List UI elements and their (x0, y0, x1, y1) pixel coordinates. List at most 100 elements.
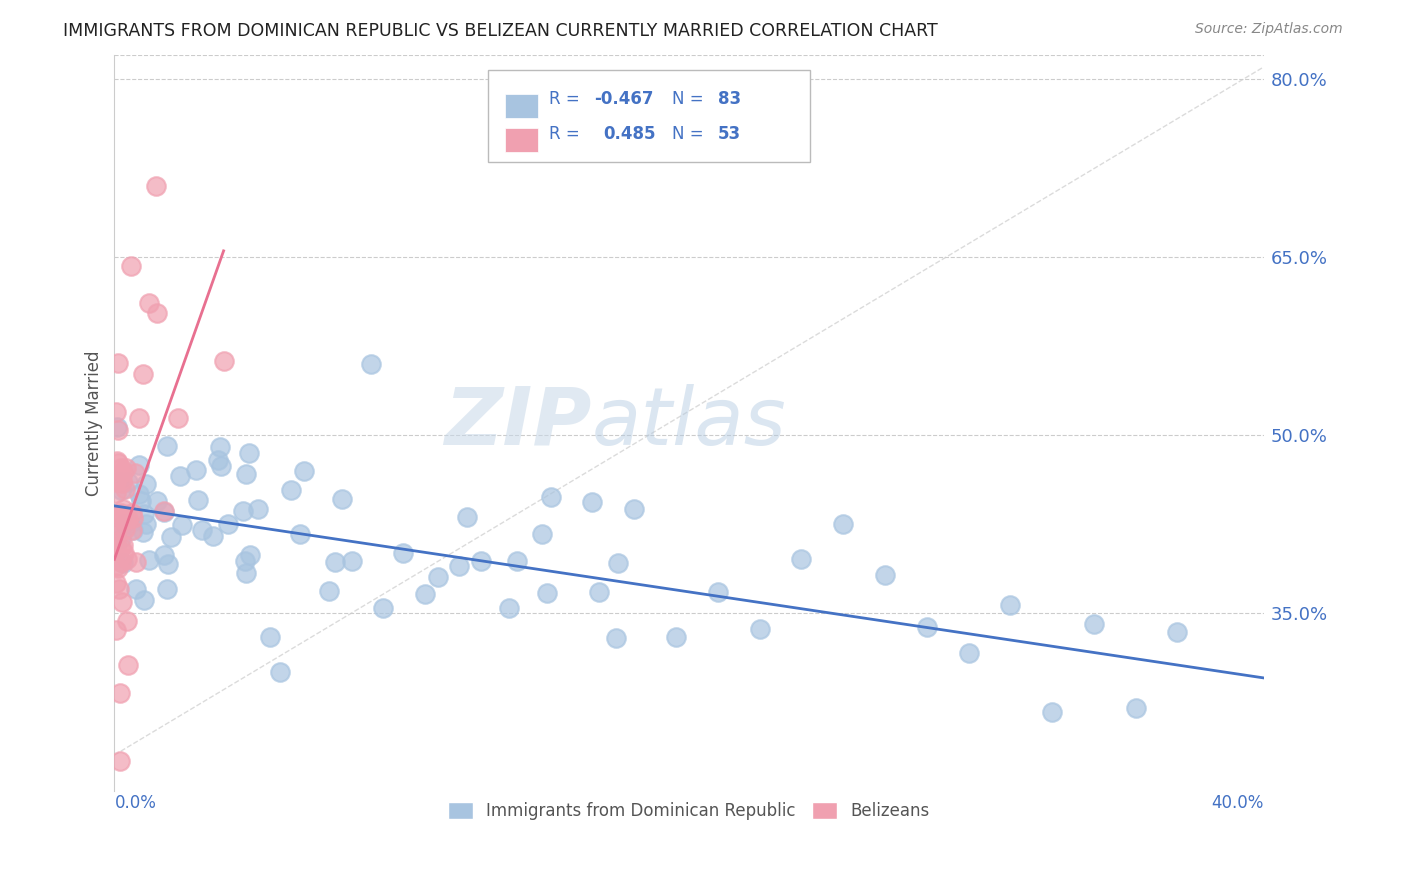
Point (111, 465, 134, 479)
Point (318, 584, 340, 599)
Point (121, 506, 143, 520)
Text: 53: 53 (718, 125, 741, 143)
Point (145, 178, 167, 193)
Point (605, 632, 627, 646)
Point (104, 486, 127, 500)
Point (124, 466, 146, 480)
Point (170, 518, 193, 533)
Point (128, 410, 150, 425)
Point (707, 585, 730, 599)
Text: atlas: atlas (592, 384, 786, 462)
Point (232, 504, 254, 518)
Point (873, 567, 896, 582)
Point (112, 538, 135, 552)
Point (107, 561, 129, 575)
Point (104, 559, 127, 574)
Point (153, 549, 176, 563)
Point (292, 464, 315, 478)
Point (114, 522, 136, 536)
Point (128, 487, 150, 501)
Point (107, 456, 129, 470)
Point (122, 523, 145, 537)
Point (128, 458, 150, 472)
Text: IMMIGRANTS FROM DOMINICAN REPUBLIC VS BELIZEAN CURRENTLY MARRIED CORRELATION CHA: IMMIGRANTS FROM DOMINICAN REPUBLIC VS BE… (63, 22, 938, 40)
Point (606, 556, 628, 570)
Legend: Immigrants from Dominican Republic, Belizeans: Immigrants from Dominican Republic, Beli… (441, 795, 936, 826)
Point (112, 502, 135, 516)
Point (1083, 616, 1105, 631)
Point (104, 541, 127, 555)
Point (259, 630, 281, 644)
Point (1166, 624, 1188, 639)
Point (187, 492, 209, 507)
Point (117, 657, 139, 672)
Point (111, 595, 134, 609)
Point (449, 559, 471, 574)
Point (157, 558, 180, 572)
Point (790, 552, 813, 566)
Point (207, 452, 229, 467)
Point (160, 530, 183, 544)
Point (138, 296, 160, 310)
Point (153, 505, 176, 519)
Point (373, 600, 395, 615)
Point (135, 517, 157, 532)
Point (957, 646, 980, 660)
Text: Source: ZipAtlas.com: Source: ZipAtlas.com (1195, 22, 1343, 37)
Point (330, 491, 353, 506)
Point (340, 554, 363, 568)
Point (233, 554, 256, 568)
Point (540, 491, 562, 505)
Point (108, 754, 131, 768)
Text: 0.485: 0.485 (603, 125, 655, 143)
Point (536, 585, 558, 599)
Point (121, 524, 143, 538)
Point (105, 454, 128, 468)
Point (114, 482, 136, 496)
Point (105, 522, 128, 536)
Point (132, 507, 155, 521)
Point (239, 548, 262, 562)
Point (107, 507, 129, 521)
Point (456, 510, 478, 524)
Point (104, 623, 127, 637)
Point (104, 475, 127, 489)
Point (110, 460, 132, 475)
Point (413, 587, 436, 601)
Point (110, 555, 132, 569)
Point (110, 506, 132, 520)
Point (104, 535, 127, 549)
Point (915, 620, 938, 634)
Text: N =: N = (672, 90, 709, 108)
Point (132, 592, 155, 607)
Point (1125, 700, 1147, 714)
Y-axis label: Currently Married: Currently Married (86, 351, 103, 496)
Point (201, 529, 224, 543)
Text: R =: R = (548, 125, 585, 143)
Text: R =: R = (548, 90, 585, 108)
Point (426, 570, 449, 584)
Point (209, 459, 232, 474)
Point (235, 566, 257, 581)
Point (288, 527, 311, 541)
FancyBboxPatch shape (488, 70, 810, 161)
Point (108, 475, 131, 490)
Point (269, 665, 291, 680)
Point (122, 511, 145, 525)
Point (115, 614, 138, 628)
Point (117, 512, 139, 526)
Point (748, 622, 770, 636)
Point (110, 483, 132, 497)
Point (623, 502, 645, 516)
FancyBboxPatch shape (505, 94, 538, 118)
Point (498, 600, 520, 615)
Point (138, 553, 160, 567)
Point (108, 685, 131, 699)
Point (107, 423, 129, 437)
Point (125, 555, 148, 569)
Point (360, 357, 382, 371)
Point (208, 440, 231, 454)
Point (111, 473, 134, 487)
Point (105, 508, 128, 523)
Point (115, 460, 138, 475)
